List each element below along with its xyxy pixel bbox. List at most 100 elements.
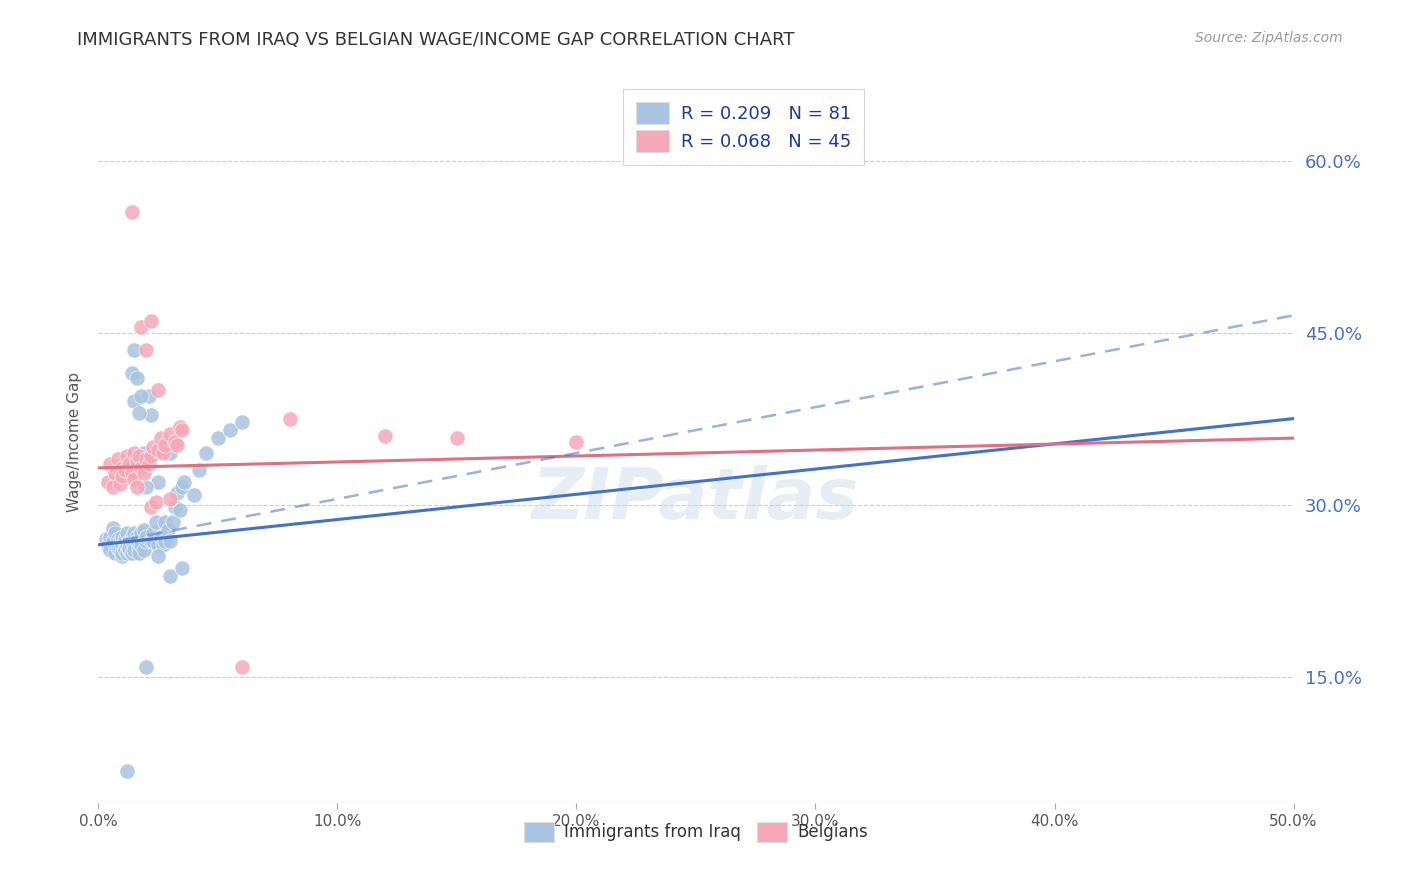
Point [135,660,157,674]
Point [131,538,153,552]
Point [121,534,143,549]
Point [111,546,134,560]
Point [145,495,167,509]
Point [139,450,162,464]
Point [125,534,148,549]
Point [101,534,124,549]
Point [148,549,170,564]
Point [118,458,141,472]
Point [155,438,177,452]
Point [139,408,162,422]
Point [114,463,136,477]
Point [121,546,143,560]
Point [118,541,141,556]
Point [115,539,138,553]
Point [104,526,127,541]
Point [104,546,127,560]
Point [155,534,177,549]
Point [159,491,181,506]
Point [115,526,138,541]
Point [145,515,167,529]
Point [98,543,122,558]
Point [104,466,127,480]
Point [131,319,153,334]
Point [124,446,146,460]
Point [121,530,143,544]
Point [172,560,194,574]
Point [97,538,120,552]
Point [111,461,134,475]
Point [169,419,191,434]
Point [101,480,124,494]
Point [124,343,146,357]
Legend: Immigrants from Iraq, Belgians: Immigrants from Iraq, Belgians [517,815,875,848]
Point [159,446,181,460]
Point [125,530,148,544]
Point [115,546,138,560]
Point [98,458,122,472]
Point [101,520,124,534]
Point [159,568,181,582]
Point [148,538,170,552]
Point [121,205,143,219]
Point [139,500,162,514]
Point [121,466,143,480]
Point [125,371,148,385]
Point [142,440,165,454]
Point [124,538,146,552]
Point [124,526,146,541]
Point [98,530,122,544]
Point [108,543,131,558]
Point [156,523,179,537]
Point [159,534,181,549]
Point [166,438,188,452]
Point [135,480,157,494]
Point [118,534,141,549]
Point [115,450,138,464]
Point [152,446,174,460]
Point [565,434,588,449]
Point [128,541,150,556]
Point [149,431,172,445]
Point [163,434,186,449]
Point [111,530,134,544]
Point [114,543,136,558]
Point [128,406,150,420]
Point [138,389,160,403]
Point [132,543,155,558]
Text: IMMIGRANTS FROM IRAQ VS BELGIAN WAGE/INCOME GAP CORRELATION CHART: IMMIGRANTS FROM IRAQ VS BELGIAN WAGE/INC… [77,31,794,49]
Point [124,472,146,486]
Point [155,515,177,529]
Point [148,442,170,457]
Point [111,538,134,552]
Point [132,466,155,480]
Point [107,451,129,466]
Text: Source: ZipAtlas.com: Source: ZipAtlas.com [1195,31,1343,45]
Point [142,526,165,541]
Point [131,389,153,403]
Point [115,764,138,778]
Point [135,451,157,466]
Point [114,532,136,546]
Point [135,530,157,544]
Point [187,463,209,477]
Point [162,515,184,529]
Point [108,534,131,549]
Point [173,475,195,489]
Point [125,454,148,468]
Point [94,532,117,546]
Point [107,532,129,546]
Point [107,541,129,556]
Point [149,530,172,544]
Point [128,546,150,560]
Point [374,429,396,443]
Text: ZIPatlas: ZIPatlas [533,465,859,533]
Point [135,343,157,357]
Point [183,488,205,502]
Point [172,480,194,494]
Y-axis label: Wage/Income Gap: Wage/Income Gap [67,371,83,512]
Point [97,475,120,489]
Point [152,538,174,552]
Point [166,486,188,500]
Point [139,534,162,549]
